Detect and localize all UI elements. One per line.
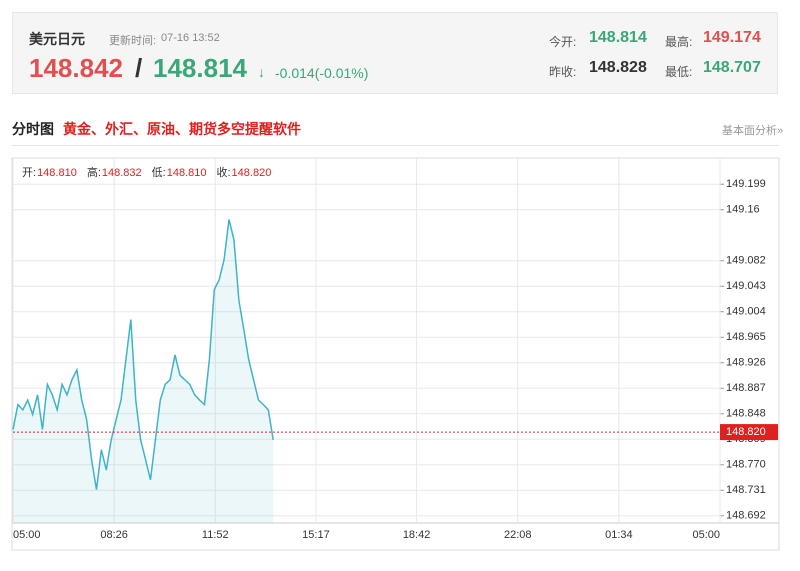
y-tick-label: 148.848 bbox=[726, 408, 766, 420]
change: -0.014(-0.01%) bbox=[275, 65, 369, 81]
y-tick-label: 148.731 bbox=[726, 484, 766, 496]
slash: / bbox=[135, 53, 143, 83]
symbol-name: 美元日元 bbox=[29, 31, 85, 47]
chart-frame bbox=[11, 157, 780, 551]
x-tick-label: 08:26 bbox=[100, 529, 128, 541]
x-tick-label: 22:08 bbox=[504, 529, 532, 541]
y-tick-label: 148.770 bbox=[726, 459, 766, 471]
ohlc-label: 收: bbox=[216, 165, 230, 179]
price-line bbox=[12, 219, 274, 490]
ohlc-value: 148.810 bbox=[167, 167, 207, 179]
ohlc-label: 低: bbox=[152, 166, 166, 179]
high-label: 最高: bbox=[665, 35, 693, 49]
last-price: 148.814 bbox=[153, 53, 247, 83]
x-tick-label: 01:34 bbox=[605, 529, 633, 541]
quote-header: 美元日元 更新时间: 07-16 13:52 148.842 / 148.814… bbox=[12, 12, 778, 94]
ohlc-label: 高: bbox=[87, 165, 101, 179]
price: 148.842 bbox=[29, 53, 123, 83]
ohlc-label: 开: bbox=[22, 167, 36, 179]
x-tick-label: 11:52 bbox=[202, 529, 229, 541]
x-tick-label: 18:42 bbox=[403, 529, 431, 541]
reference-label: 148.820 bbox=[726, 426, 766, 438]
y-tick-label: 149.043 bbox=[726, 280, 766, 292]
promo-link[interactable]: 黄金、外汇、原油、期货多空提醒软件 bbox=[63, 121, 301, 137]
ohlc-value: 148.832 bbox=[102, 167, 142, 179]
update-time: 07-16 13:52 bbox=[161, 32, 220, 44]
prev-label: 昨收: bbox=[549, 65, 577, 79]
prev: 148.828 bbox=[589, 59, 647, 76]
reference-label-bg bbox=[720, 424, 778, 441]
update-label: 更新时间: bbox=[109, 35, 157, 47]
arrow: ↓ bbox=[258, 64, 265, 80]
y-tick-label: 149.004 bbox=[726, 306, 766, 318]
x-tick-label: 05:00 bbox=[692, 529, 720, 541]
divider bbox=[12, 145, 779, 146]
x-tick-label: 05:00 bbox=[13, 529, 41, 541]
open: 148.814 bbox=[589, 29, 647, 46]
high: 149.174 bbox=[703, 29, 761, 46]
x-tick-label: 15:17 bbox=[302, 529, 330, 541]
y-tick-label: 149.199 bbox=[726, 178, 766, 190]
y-tick-label: 149.16 bbox=[726, 204, 760, 216]
y-tick-label: 148.692 bbox=[726, 510, 766, 522]
ohlc-value: 148.820 bbox=[232, 167, 272, 179]
y-tick-label: 148.965 bbox=[726, 331, 766, 343]
section-title: 分时图 bbox=[12, 121, 54, 137]
y-tick-label: 148.887 bbox=[726, 382, 766, 394]
low: 148.707 bbox=[703, 59, 761, 76]
area-fill bbox=[13, 219, 274, 523]
low-label: 最低: bbox=[665, 65, 693, 79]
open-label: 今开: bbox=[549, 35, 577, 49]
analysis-link[interactable]: 基本面分析» bbox=[722, 125, 784, 137]
ohlc-value: 148.810 bbox=[37, 167, 77, 179]
y-tick-label: 149.082 bbox=[726, 255, 766, 267]
y-tick-label: 148.926 bbox=[726, 357, 766, 369]
